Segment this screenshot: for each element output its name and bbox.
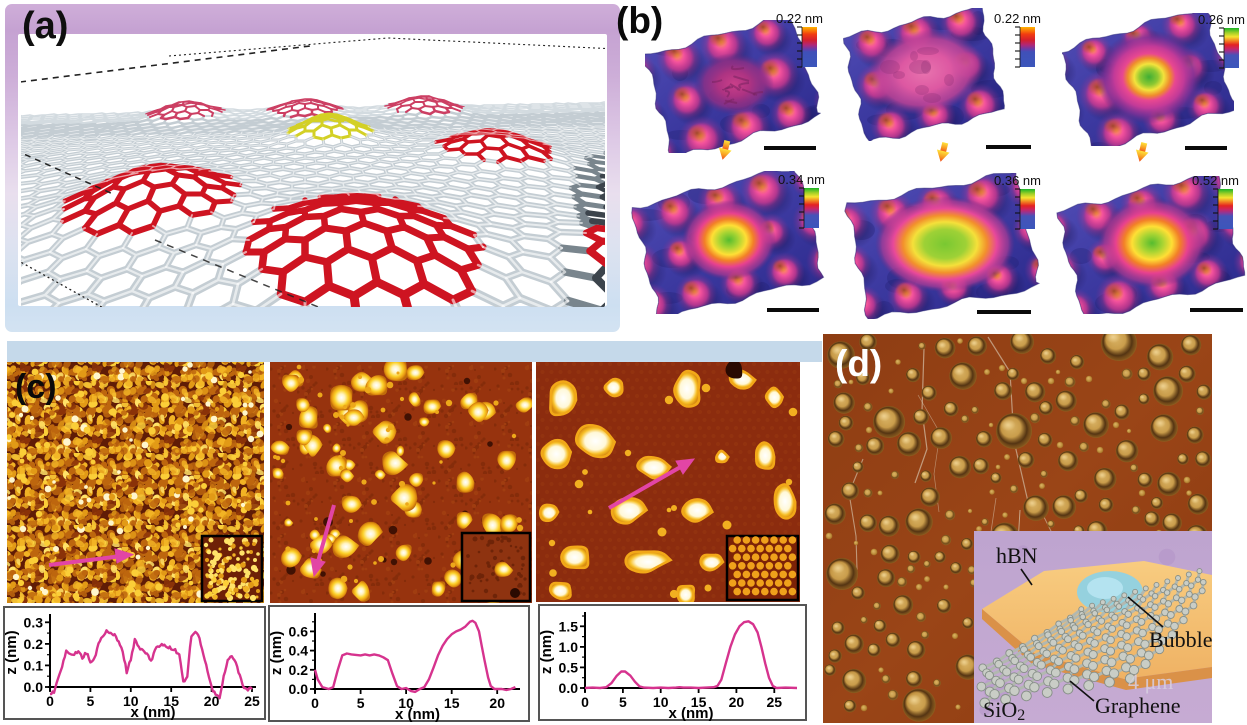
svg-text:x (nm): x (nm) xyxy=(395,706,440,722)
svg-text:0.0: 0.0 xyxy=(24,679,44,695)
svg-text:0.52 nm: 0.52 nm xyxy=(1192,173,1239,188)
svg-text:0.6: 0.6 xyxy=(289,623,309,639)
svg-text:10: 10 xyxy=(653,694,669,710)
svg-text:(d): (d) xyxy=(835,343,882,384)
svg-text:0.3: 0.3 xyxy=(24,614,44,630)
svg-text:25: 25 xyxy=(767,694,783,710)
svg-text:0: 0 xyxy=(311,695,319,711)
svg-text:0.22 nm: 0.22 nm xyxy=(776,11,823,26)
svg-text:z (nm): z (nm) xyxy=(3,630,20,674)
svg-text:x (nm): x (nm) xyxy=(131,704,176,720)
svg-text:1.0: 1.0 xyxy=(559,639,579,655)
svg-text:0.1: 0.1 xyxy=(24,657,44,673)
svg-text:Graphene: Graphene xyxy=(1095,693,1181,718)
svg-text:0: 0 xyxy=(581,694,589,710)
svg-text:0.22 nm: 0.22 nm xyxy=(994,11,1041,26)
svg-text:5: 5 xyxy=(87,693,95,709)
svg-text:20: 20 xyxy=(489,695,505,711)
svg-text:1.5: 1.5 xyxy=(559,618,579,634)
svg-text:Bubble: Bubble xyxy=(1149,627,1212,652)
svg-text:5: 5 xyxy=(619,694,627,710)
svg-text:z (nm): z (nm) xyxy=(538,630,555,674)
svg-text:0.4: 0.4 xyxy=(289,643,309,659)
svg-text:0.5: 0.5 xyxy=(559,659,579,675)
svg-text:0.36 nm: 0.36 nm xyxy=(994,173,1041,188)
svg-text:20: 20 xyxy=(729,694,745,710)
svg-text:10: 10 xyxy=(123,693,139,709)
svg-text:0.2: 0.2 xyxy=(24,636,44,652)
svg-text:(c): (c) xyxy=(15,368,57,406)
svg-text:0.0: 0.0 xyxy=(559,680,579,696)
svg-text:15: 15 xyxy=(163,693,179,709)
svg-text:15: 15 xyxy=(691,694,707,710)
svg-text:4 μm: 4 μm xyxy=(1128,669,1173,694)
svg-text:0.26 nm: 0.26 nm xyxy=(1198,12,1245,27)
svg-text:0.34 nm: 0.34 nm xyxy=(778,172,825,187)
svg-text:x (nm): x (nm) xyxy=(669,705,714,721)
svg-text:hBN: hBN xyxy=(996,543,1038,568)
svg-text:0.0: 0.0 xyxy=(289,681,309,697)
svg-text:0: 0 xyxy=(46,693,54,709)
svg-text:25: 25 xyxy=(244,693,260,709)
svg-text:10: 10 xyxy=(398,695,414,711)
svg-text:0.2: 0.2 xyxy=(289,662,309,678)
svg-text:20: 20 xyxy=(204,693,220,709)
svg-text:z (nm): z (nm) xyxy=(268,631,285,675)
svg-text:15: 15 xyxy=(444,695,460,711)
svg-text:5: 5 xyxy=(357,695,365,711)
